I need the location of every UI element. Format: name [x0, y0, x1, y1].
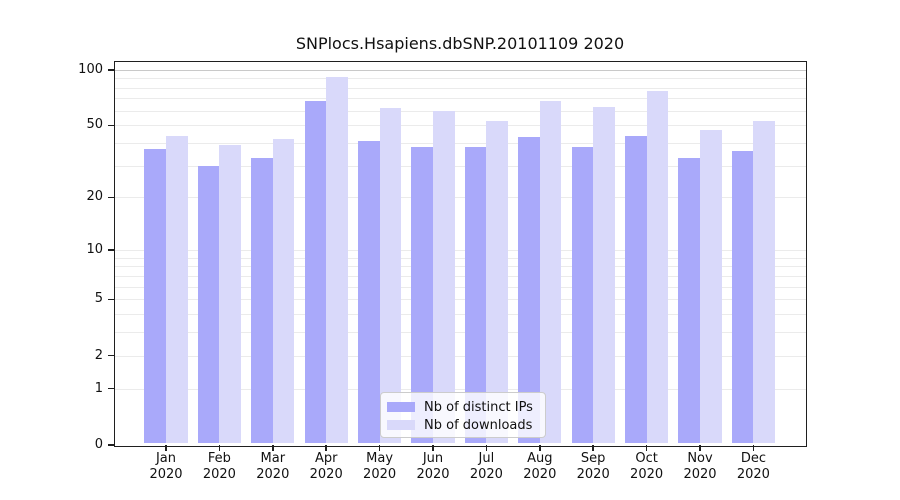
x-tick-label-dec: Dec 2020 — [736, 451, 770, 482]
x-tick-jan — [165, 445, 167, 451]
gridline-60 — [115, 110, 806, 112]
y-tick-2 — [108, 354, 115, 357]
gridline-9 — [115, 257, 806, 259]
bar-distinct-ips-jul — [464, 147, 487, 444]
gridline-90 — [115, 78, 806, 80]
gridline-80 — [115, 87, 806, 89]
x-tick-nov — [699, 445, 701, 451]
y-tick-10 — [108, 249, 115, 251]
gridline-40 — [115, 143, 806, 145]
legend-swatch-distinct-ips — [387, 402, 415, 412]
bar-downloads-mar — [272, 139, 295, 444]
bar-downloads-feb — [219, 145, 242, 444]
y-tick-label-100: 100 — [78, 61, 103, 77]
bar-distinct-ips-jun — [411, 147, 433, 444]
y-tick-100 — [108, 68, 115, 71]
legend-item-downloads: Nb of downloads — [387, 416, 537, 434]
gridline-4 — [115, 314, 806, 316]
bar-downloads-jul — [486, 120, 509, 444]
x-tick-feb — [218, 445, 221, 451]
bar-distinct-ips-dec — [731, 151, 754, 444]
x-tick-may — [378, 445, 381, 451]
plot-area — [114, 61, 807, 447]
bar-downloads-jan — [166, 135, 188, 444]
x-tick-jun — [432, 445, 434, 451]
gridline-20 — [115, 197, 806, 199]
y-tick-0 — [108, 444, 115, 446]
bar-distinct-ips-may — [357, 141, 380, 444]
gridline-100 — [115, 69, 806, 71]
gridline-1 — [115, 388, 806, 390]
legend-swatch-downloads — [387, 420, 415, 430]
y-tick-5 — [108, 298, 115, 301]
gridline-8 — [115, 266, 806, 268]
bar-distinct-ips-sep — [571, 147, 594, 444]
y-tick-label-50: 50 — [86, 117, 103, 133]
bar-downloads-apr — [326, 77, 348, 444]
x-tick-label-mar: Mar 2020 — [256, 451, 290, 482]
x-tick-apr — [325, 445, 327, 451]
bar-distinct-ips-jan — [144, 149, 166, 444]
y-tick-label-0: 0 — [94, 437, 103, 452]
bar-distinct-ips-feb — [197, 165, 220, 444]
bar-distinct-ips-mar — [251, 158, 273, 444]
bar-distinct-ips-oct — [624, 135, 647, 444]
gridline-10 — [115, 250, 806, 252]
legend-label-distinct-ips: Nb of distinct IPs — [424, 399, 533, 415]
gridline-5 — [115, 299, 806, 301]
bar-distinct-ips-apr — [304, 100, 327, 444]
gridline-30 — [115, 165, 806, 167]
legend-item-distinct-ips: Nb of distinct IPs — [387, 398, 537, 416]
legend-label-downloads: Nb of downloads — [424, 417, 533, 433]
x-tick-aug — [539, 445, 541, 451]
gridline-7 — [115, 275, 806, 277]
x-tick-label-aug: Aug 2020 — [523, 451, 557, 482]
bar-distinct-ips-aug — [518, 137, 540, 444]
y-tick-1 — [108, 387, 115, 390]
y-tick-label-1: 1 — [94, 380, 103, 396]
legend: Nb of distinct IPs Nb of downloads — [380, 392, 546, 438]
x-tick-label-apr: Apr 2020 — [309, 451, 343, 482]
x-tick-label-feb: Feb 2020 — [202, 451, 236, 482]
x-tick-oct — [645, 445, 648, 451]
gridline-2 — [115, 355, 806, 357]
y-tick-label-2: 2 — [94, 347, 103, 363]
y-tick-label-20: 20 — [86, 189, 103, 205]
bar-downloads-oct — [646, 90, 669, 444]
x-tick-label-sep: Sep 2020 — [576, 451, 610, 482]
bar-downloads-nov — [700, 130, 722, 444]
x-tick-sep — [592, 445, 594, 451]
x-tick-label-oct: Oct 2020 — [630, 451, 664, 482]
gridline-3 — [115, 332, 806, 334]
bar-distinct-ips-nov — [678, 158, 700, 444]
gridline-50 — [115, 125, 806, 127]
gridline-70 — [115, 98, 806, 100]
y-tick-label-5: 5 — [94, 291, 103, 307]
bar-downloads-sep — [593, 106, 615, 444]
chart-title: SNPlocs.Hsapiens.dbSNP.20101109 2020 — [295, 34, 625, 53]
bar-downloads-may — [379, 108, 402, 444]
bar-downloads-dec — [753, 120, 776, 444]
x-tick-mar — [272, 445, 274, 451]
y-tick-20 — [108, 196, 115, 199]
x-tick-label-jul: Jul 2020 — [469, 451, 503, 482]
x-tick-label-jan: Jan 2020 — [149, 451, 183, 482]
y-tick-label-10: 10 — [86, 242, 103, 258]
gridline-6 — [115, 286, 806, 288]
x-tick-label-may: May 2020 — [363, 451, 397, 482]
y-tick-50 — [108, 124, 115, 127]
bar-downloads-aug — [539, 100, 562, 444]
x-tick-label-jun: Jun 2020 — [416, 451, 450, 482]
x-tick-dec — [752, 445, 755, 451]
x-tick-label-nov: Nov 2020 — [683, 451, 717, 482]
x-tick-jul — [485, 445, 488, 451]
bar-downloads-jun — [433, 110, 455, 444]
